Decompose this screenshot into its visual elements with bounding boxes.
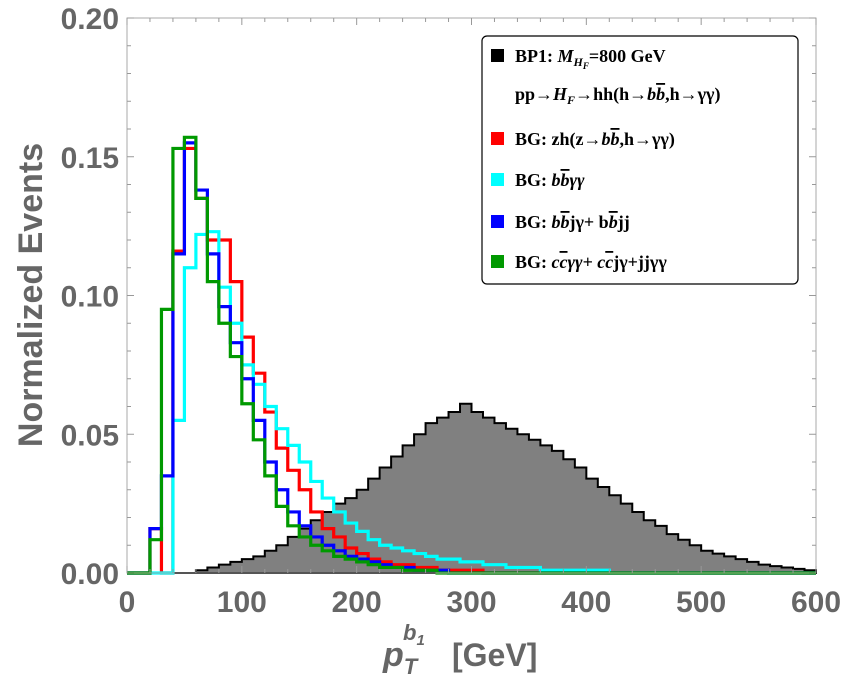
x-tick-label: 300 — [446, 586, 496, 619]
legend-swatch-0 — [491, 49, 504, 62]
legend: BP1: MHF=800 GeV pp→HF→hh(h→bb,h→γγ) BG: z… — [481, 35, 799, 285]
y-tick-label: 0.05 — [61, 419, 119, 452]
histogram-series-layer — [127, 135, 817, 575]
y-tick-label: 0.20 — [61, 3, 119, 36]
axis-ticks — [126, 17, 817, 574]
x-axis-sup-sub: 1 — [416, 632, 424, 649]
svg-text:pT: pT — [382, 636, 419, 677]
legend-entry-3: BG: bbγγ — [515, 170, 585, 190]
x-axis-title: pT b1 [GeV] — [382, 620, 537, 677]
legend-entry-5: BG: ccγγ+ ccjγ+jjγγ — [515, 252, 667, 272]
y-tick-label: 0.10 — [61, 281, 119, 314]
x-tick-label: 0 — [119, 586, 136, 619]
x-axis-unit: [GeV] — [452, 637, 537, 673]
legend-entry-2: BG: zh(z→bb,h→γγ) — [515, 129, 675, 150]
legend-entry-0: BP1: MHF=800 GeV — [515, 46, 666, 71]
x-axis-symbol: p — [382, 636, 404, 674]
legend-swatch-3 — [491, 173, 504, 186]
x-axis-sup: b — [403, 620, 416, 645]
svg-text:b1: b1 — [403, 620, 425, 649]
legend-entry-1: pp→HF→hh(h→bb,h→γγ) — [515, 84, 720, 107]
x-tick-label: 200 — [332, 586, 382, 619]
y-tick-label: 0.15 — [61, 142, 119, 175]
x-tick-label: 500 — [676, 586, 726, 619]
legend-entry-4: BG: bbjγ+ bbjj — [515, 212, 630, 232]
x-axis-sub: T — [404, 654, 419, 677]
x-tick-label: 400 — [561, 586, 611, 619]
axis-tick-labels: 0 100 200 300 400 500 600 0.00 0.05 0.10 0.15 0.20 — [61, 3, 841, 619]
legend-box — [481, 35, 799, 285]
legend-swatch-4 — [491, 215, 504, 228]
x-tick-label: 600 — [791, 586, 841, 619]
y-axis-title: Normalized Events — [12, 143, 50, 447]
series-0-histogram — [127, 402, 817, 574]
legend-swatch-5 — [491, 255, 504, 268]
x-tick-label: 100 — [217, 586, 267, 619]
y-tick-label: 0.00 — [61, 558, 119, 591]
legend-swatch-2 — [491, 132, 504, 145]
